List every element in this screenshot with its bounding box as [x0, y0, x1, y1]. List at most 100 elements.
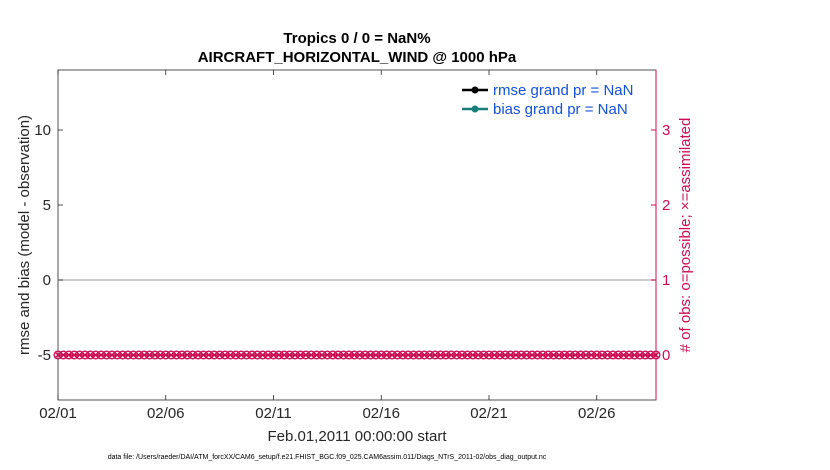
- obs-possible-point: [295, 350, 305, 360]
- obs-possible-point: [225, 350, 235, 360]
- plot-area: [57, 69, 657, 401]
- obs-possible-point: [91, 350, 101, 360]
- y-left-tick-label: 0: [43, 272, 51, 289]
- obs-possible-point: [328, 350, 338, 360]
- y-left-axis-ticks: -5 0 5 10: [34, 122, 63, 364]
- obs-possible-point: [549, 350, 559, 360]
- obs-possible-point: [134, 350, 144, 360]
- obs-possible-point: [322, 350, 332, 360]
- legend-rmse-label: rmse grand pr = NaN: [493, 82, 633, 99]
- x-tick-label: 02/26: [578, 405, 616, 422]
- y-right-tick-label: 0: [662, 347, 670, 364]
- obs-possible-point: [69, 350, 79, 360]
- y-right-tick-label: 2: [662, 197, 670, 214]
- obs-possible-point: [166, 350, 176, 360]
- obs-possible-point: [349, 350, 359, 360]
- y-left-tick-label: 5: [43, 197, 51, 214]
- obs-possible-point: [107, 350, 117, 360]
- obs-possible-point: [409, 350, 419, 360]
- obs-possible-point: [452, 350, 462, 360]
- obs-possible-point: [371, 350, 381, 360]
- obs-possible-point: [150, 350, 160, 360]
- obs-possible-point: [489, 350, 499, 360]
- obs-possible-point: [344, 350, 354, 360]
- obs-possible-point: [538, 350, 548, 360]
- obs-possible-point: [64, 350, 74, 360]
- obs-possible-point: [360, 350, 370, 360]
- chart-title-line-1: Tropics 0 / 0 = NaN%: [283, 30, 430, 47]
- obs-possible-point: [312, 350, 322, 360]
- y-right-axis-label: # of obs: o=possible; ×=assimilated: [677, 118, 694, 353]
- obs-assimilated-point: [652, 351, 660, 359]
- obs-possible-point: [204, 350, 214, 360]
- obs-possible-point: [220, 350, 230, 360]
- obs-possible-point: [559, 350, 569, 360]
- obs-possible-point: [522, 350, 532, 360]
- obs-possible-point: [355, 350, 365, 360]
- obs-possible-point: [263, 350, 273, 360]
- obs-possible-point: [543, 350, 553, 360]
- obs-possible-point: [462, 350, 472, 360]
- obs-possible-point: [242, 350, 252, 360]
- obs-possible-point: [279, 350, 289, 360]
- obs-possible-point: [231, 350, 241, 360]
- obs-possible-point: [301, 350, 311, 360]
- obs-possible-point: [597, 350, 607, 360]
- obs-possible-point: [430, 350, 440, 360]
- obs-possible-point: [182, 350, 192, 360]
- obs-possible-point: [613, 350, 623, 360]
- obs-possible-point: [414, 350, 424, 360]
- obs-possible-point: [209, 350, 219, 360]
- y-right-tick-label: 3: [662, 122, 670, 139]
- obs-possible-point: [436, 350, 446, 360]
- obs-possible-point: [376, 350, 386, 360]
- obs-possible-point: [101, 350, 111, 360]
- obs-possible-point: [193, 350, 203, 360]
- obs-possible-point: [177, 350, 187, 360]
- obs-possible-point: [581, 350, 591, 360]
- obs-possible-point: [80, 350, 90, 360]
- x-tick-label: 02/11: [255, 405, 291, 422]
- x-tick-label: 02/21: [470, 405, 508, 422]
- footer-data-file: data file: /Users/raeder/DAI/ATM_forcXX/…: [108, 454, 547, 461]
- obs-possible-point: [290, 350, 300, 360]
- obs-possible-point: [387, 350, 397, 360]
- obs-possible-point: [554, 350, 564, 360]
- obs-possible-point: [236, 350, 246, 360]
- obs-possible-point: [398, 350, 408, 360]
- obs-possible-point: [112, 350, 122, 360]
- y-right-tick-label: 1: [662, 272, 670, 289]
- y-left-tick-label: 10: [34, 122, 51, 139]
- obs-possible-point: [511, 350, 521, 360]
- obs-possible-point: [382, 350, 392, 360]
- legend-bias-label: bias grand pr = NaN: [493, 101, 628, 118]
- obs-possible-point: [495, 350, 505, 360]
- obs-possible-point: [155, 350, 165, 360]
- obs-possible-point: [274, 350, 284, 360]
- obs-possible-point: [247, 350, 257, 360]
- obs-possible-point: [527, 350, 537, 360]
- obs-possible-point: [608, 350, 618, 360]
- legend: rmse grand pr = NaN bias grand pr = NaN: [462, 82, 633, 118]
- obs-possible-point: [215, 350, 225, 360]
- obs-possible-point: [403, 350, 413, 360]
- obs-possible-point: [317, 350, 327, 360]
- obs-possible-point: [365, 350, 375, 360]
- obs-possible-point: [75, 350, 85, 360]
- obs-possible-point: [629, 350, 639, 360]
- obs-possible-point: [570, 350, 580, 360]
- obs-possible-point: [473, 350, 483, 360]
- obs-possible-point: [96, 350, 106, 360]
- obs-possible-point: [484, 350, 494, 360]
- obs-possible-point: [145, 350, 155, 360]
- y-left-tick-label: -5: [38, 347, 51, 364]
- obs-possible-point: [506, 350, 516, 360]
- obs-possible-point: [258, 350, 268, 360]
- x-tick-label: 02/06: [147, 405, 185, 422]
- obs-possible-point: [252, 350, 262, 360]
- obs-possible-point: [635, 350, 645, 360]
- y-left-axis-label: rmse and bias (model - observation): [16, 115, 33, 355]
- obs-possible-point: [425, 350, 435, 360]
- obs-possible-point: [58, 350, 68, 360]
- obs-possible-point: [479, 350, 489, 360]
